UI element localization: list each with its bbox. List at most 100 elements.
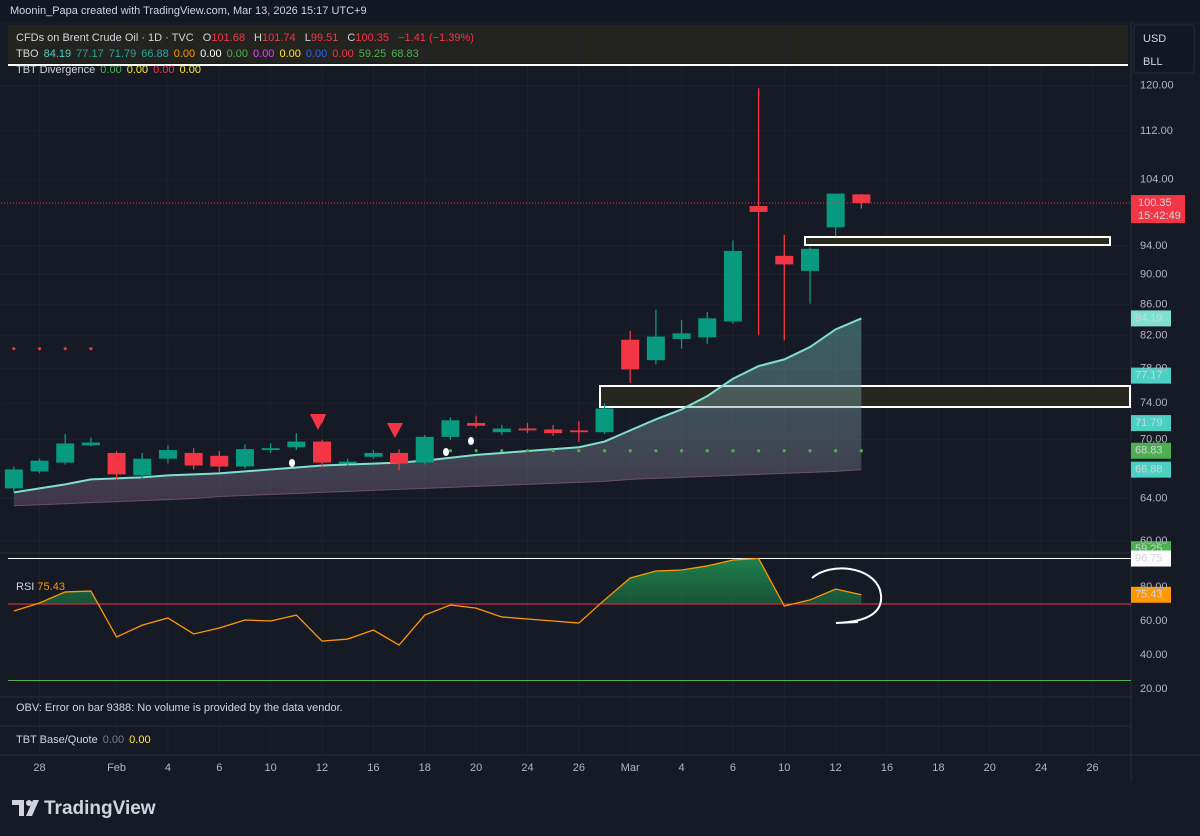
x-tick-label: 20 [984, 762, 996, 774]
x-tick-label: Mar [621, 762, 640, 774]
price-tag [1131, 310, 1171, 327]
drawn-circle [811, 567, 883, 624]
candle-body [826, 193, 845, 228]
countdown: 15:42:49 [1138, 210, 1181, 222]
price-tag-label: 66.88 [1135, 464, 1163, 476]
signal-dot [602, 449, 607, 453]
rsi-legend: RSI 75.43 [16, 581, 65, 593]
x-tick-label: 6 [216, 762, 222, 774]
candle-body [723, 250, 742, 322]
candle-body [595, 408, 614, 433]
x-tick-label: 16 [367, 762, 379, 774]
ohlc-value: 99.51 [311, 32, 339, 44]
signal-dot [782, 449, 786, 453]
unit[interactable]: BLL [1143, 56, 1163, 68]
indicator-name: TBT Base/Quote [16, 734, 98, 746]
signal-dot [654, 449, 658, 453]
signal-dot [89, 347, 93, 351]
signal-dot [468, 437, 474, 445]
signal-dot [577, 449, 581, 453]
candle-body [338, 461, 357, 464]
signal-dot [551, 449, 555, 453]
indicator-value: 0.00 [100, 64, 121, 76]
symbol-legend: CFDs on Brent Crude Oil · 1D · TVC O101.… [16, 32, 474, 44]
candle-body [235, 449, 254, 467]
y-tick-label: 60.00 [1140, 615, 1168, 627]
y-tick-label: 112.00 [1140, 125, 1173, 137]
indicator-value: 0.00 [332, 48, 353, 60]
y-tick-label: 70.00 [1140, 434, 1168, 446]
candle-body [364, 452, 383, 457]
rsi-line [13, 557, 862, 646]
signal-dot [500, 449, 504, 453]
plot [1, 88, 1131, 682]
signal-dot [757, 449, 761, 453]
x-tick-label: 12 [316, 762, 328, 774]
y-tick-label: 80.00 [1140, 581, 1168, 593]
indicator-legend: TBO 84.19 77.17 71.79 66.88 0.00 0.00 0.00 0.00 0… [16, 48, 419, 60]
candle-body [390, 452, 409, 464]
signal-dot [289, 459, 295, 467]
candle-body [698, 318, 717, 338]
brand: TradingView [44, 798, 156, 819]
indicator-value: 71.79 [109, 48, 137, 60]
signal-dot [443, 448, 449, 456]
signal-dot [834, 449, 838, 453]
indicator-value: 66.88 [141, 48, 169, 60]
indicator-value: 0.00 [127, 64, 148, 76]
rsi-overbought-fill [36, 558, 862, 605]
candle-body [210, 455, 229, 467]
signal-arrow [310, 414, 326, 430]
x-tick-label: 26 [1086, 762, 1098, 774]
candle-body [107, 452, 126, 475]
ohlc-label: L [305, 32, 311, 44]
candle-body [775, 255, 794, 265]
indicator-name: TBO [16, 48, 39, 60]
price-tag-label: 71.79 [1135, 417, 1163, 429]
price-tag-label: 84.19 [1135, 312, 1163, 324]
candle-body [749, 205, 768, 212]
rsi-tag-label: 96.75 [1135, 552, 1163, 564]
x-tick-label: 12 [830, 762, 842, 774]
ohlc-label: H [254, 32, 262, 44]
indicator-value: 0.00 [306, 48, 327, 60]
indicator-value: 0.00 [253, 48, 274, 60]
x-tick-label: 24 [1035, 762, 1047, 774]
x-tick-label: 10 [265, 762, 277, 774]
logo-mark [12, 800, 39, 816]
rsi-tag-label: 75.43 [1135, 589, 1163, 601]
axis-box[interactable] [1133, 24, 1195, 74]
indicator-value: 0.00 [279, 48, 300, 60]
signal-dot [12, 347, 16, 351]
rsi-tag [1131, 550, 1171, 567]
candle-body [800, 248, 819, 271]
tbo-line [13, 317, 862, 494]
indicator-value: 77.17 [76, 48, 104, 60]
signal-dot [679, 449, 684, 453]
candle-body [492, 428, 511, 433]
y-tick-label: 64.00 [1140, 492, 1168, 504]
y-tick-label: 120.00 [1140, 79, 1174, 91]
x-tick-label: 26 [573, 762, 585, 774]
legend-band [8, 25, 1128, 63]
indicator-value: 0.00 [153, 64, 174, 76]
y-tick-label: 94.00 [1140, 240, 1168, 252]
x-tick-label: 4 [165, 762, 171, 774]
y-tick-label: 40.00 [1140, 649, 1168, 661]
price-tag [1131, 367, 1171, 384]
candle-body [30, 460, 49, 472]
drawn-box [804, 236, 1111, 246]
y-tick-label: 86.00 [1140, 298, 1168, 310]
signal-dot [37, 347, 42, 351]
signal-arrow [387, 423, 403, 438]
currency[interactable]: USD [1143, 33, 1166, 45]
credit-bar [0, 0, 1200, 22]
x-tick-label: 10 [778, 762, 790, 774]
grid [1, 22, 1131, 755]
indicator-legend: TBT Base/Quote 0.00 0.00 [16, 734, 151, 746]
candle-body [569, 430, 588, 433]
tbo-line [13, 469, 862, 507]
obv-error: OBV: Error on bar 9388: No volume is pro… [16, 702, 343, 714]
